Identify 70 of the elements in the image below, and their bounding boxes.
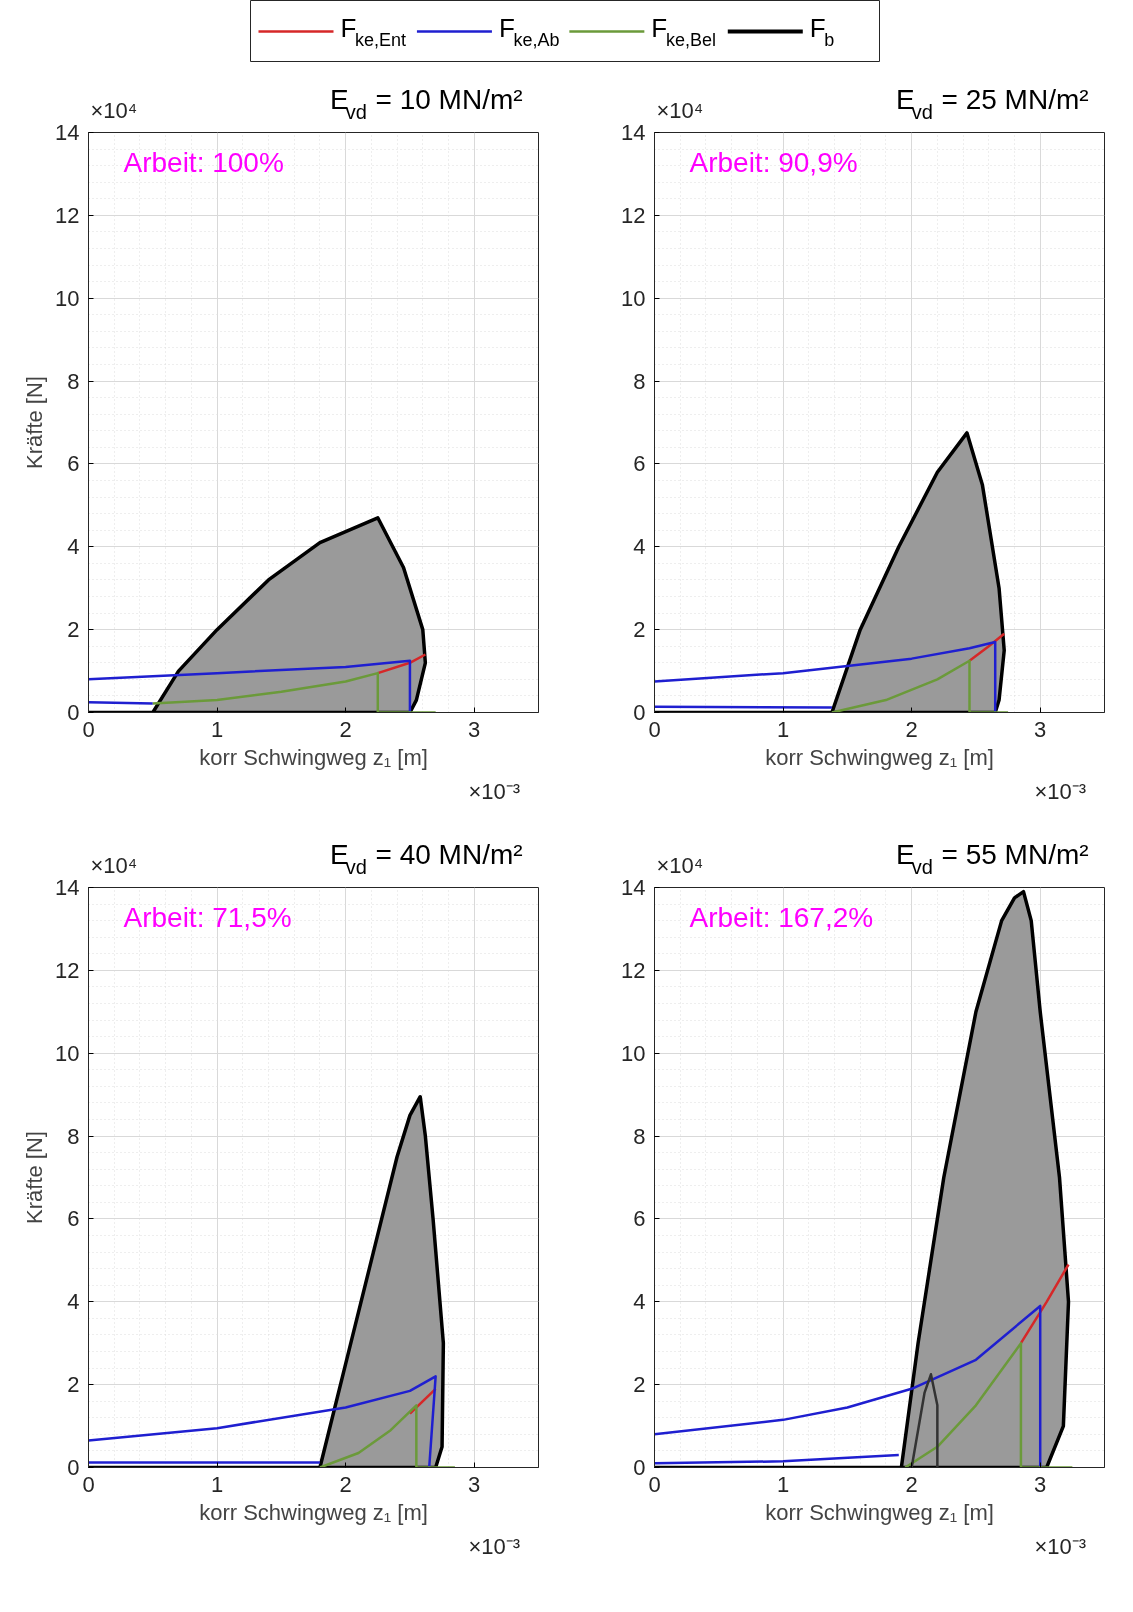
line-series <box>88 1375 437 1468</box>
y-tick-label: 12 <box>55 202 80 228</box>
annotation: Arbeit: 71,5% <box>123 901 292 933</box>
x-tick-label: 3 <box>1034 716 1047 742</box>
y-tick-label: 6 <box>633 1206 646 1232</box>
y-tick-label: 12 <box>55 957 80 983</box>
x-tick-label: 1 <box>210 716 224 742</box>
y-tick-label: 6 <box>633 451 646 477</box>
y-tick-label: 4 <box>633 1289 646 1315</box>
y-tick-label: 6 <box>67 1206 80 1232</box>
y-tick-label: 2 <box>633 617 646 643</box>
y-tick-label: 0 <box>67 700 80 725</box>
annotation: Arbeit: 167,2% <box>689 901 874 933</box>
line-series <box>910 1373 939 1468</box>
y-tick-label: 2 <box>633 1372 646 1398</box>
y-tick-label: 6 <box>67 451 80 477</box>
x-tick-label: 3 <box>468 716 481 742</box>
y-tick-label: 10 <box>55 1040 80 1066</box>
text: ×10⁻³ <box>1034 1533 1087 1559</box>
x-axis-title: korr Schwingweg z₁ [m] <box>199 1499 428 1525</box>
line-series <box>151 671 437 713</box>
x-tick-label: 2 <box>905 716 918 742</box>
line-series <box>903 1341 1074 1468</box>
y-tick-label: 2 <box>67 617 80 643</box>
x-axis-title: korr Schwingweg z₁ [m] <box>199 744 428 770</box>
line-series <box>88 659 412 713</box>
x-tick-label: 1 <box>776 716 790 742</box>
text: ×10⁴ <box>656 852 704 878</box>
y-tick-label: 0 <box>633 1455 646 1480</box>
x-tick-label: 2 <box>905 1471 918 1497</box>
y-tick-label: 8 <box>633 368 646 394</box>
y-tick-label: 14 <box>621 875 646 900</box>
y-tick-label: 4 <box>67 534 80 560</box>
x-tick-label: 3 <box>468 1471 481 1497</box>
annotation: Arbeit: 90,9% <box>689 146 858 178</box>
x-tick-label: 1 <box>776 1471 790 1497</box>
x-tick-label: 2 <box>339 716 352 742</box>
y-tick-label: 0 <box>633 700 646 725</box>
y-tick-label: 14 <box>55 120 80 145</box>
y-tick-label: 14 <box>55 875 80 900</box>
text: ×10⁻³ <box>1034 778 1087 804</box>
y-tick-label: 10 <box>55 285 80 311</box>
y-tick-label: 4 <box>633 534 646 560</box>
text: ×10⁴ <box>90 97 138 123</box>
line-series <box>654 640 997 713</box>
text: ×10⁻³ <box>468 778 521 804</box>
x-tick-label: 1 <box>210 1471 224 1497</box>
text: ×10⁴ <box>90 852 138 878</box>
x-axis-title: korr Schwingweg z₁ [m] <box>765 1499 994 1525</box>
y-tick-label: 10 <box>621 1040 646 1066</box>
text: ×10⁴ <box>656 97 704 123</box>
annotation: Arbeit: 100% <box>123 146 284 178</box>
y-tick-label: 12 <box>621 957 646 983</box>
x-axis-title: korr Schwingweg z₁ [m] <box>765 744 994 770</box>
text: ×10⁻³ <box>468 1533 521 1559</box>
y-tick-label: 8 <box>67 368 80 394</box>
y-axis-title: Kräfte [N] <box>22 1131 48 1224</box>
y-tick-label: 4 <box>67 1289 80 1315</box>
y-tick-label: 14 <box>621 120 646 145</box>
line-series <box>830 659 1010 713</box>
y-tick-label: 8 <box>633 1123 646 1149</box>
y-tick-label: 2 <box>67 1372 80 1398</box>
y-tick-label: 12 <box>621 202 646 228</box>
x-tick-label: 3 <box>1034 1471 1047 1497</box>
y-tick-label: 0 <box>67 1455 80 1480</box>
x-tick-label: 2 <box>339 1471 352 1497</box>
y-tick-label: 10 <box>621 285 646 311</box>
y-tick-label: 8 <box>67 1123 80 1149</box>
y-axis-title: Kräfte [N] <box>22 376 48 469</box>
line-series <box>318 1404 457 1468</box>
